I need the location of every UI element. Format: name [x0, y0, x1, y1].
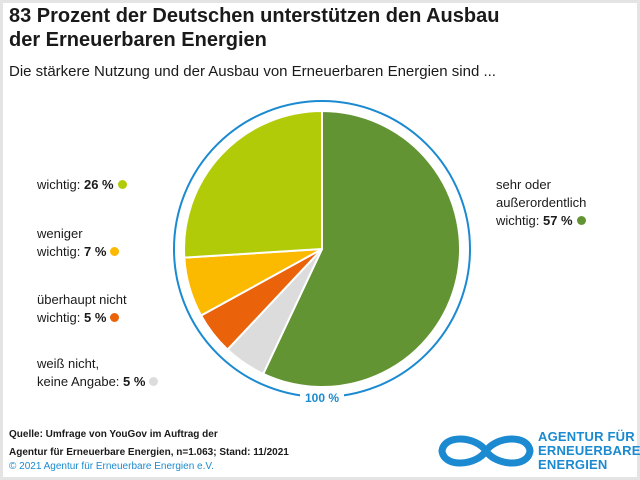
- label-sehr-wichtig: sehr oder außerordentlich wichtig: 57 %: [496, 176, 586, 230]
- title-line-2: der Erneuerbaren Energien: [9, 29, 267, 51]
- label-wichtig-text: wichtig:: [37, 177, 81, 192]
- infinity-icon: [438, 435, 534, 467]
- logo-line-3: ENERGIEN: [538, 457, 608, 472]
- label-ueberhaupt-value: 5 %: [83, 310, 107, 325]
- source-line-2: Agentur für Erneuerbare Energien, n=1.06…: [9, 447, 289, 458]
- label-weiss-line2: keine Angabe:: [37, 374, 120, 389]
- legend-dot-wichtig: [117, 180, 127, 189]
- label-wichtig-value: 26 %: [83, 177, 114, 192]
- copyright: © 2021 Agentur für Erneuerbare Energien …: [9, 461, 214, 472]
- label-weniger-line1: weniger: [37, 226, 83, 241]
- legend-dot-ueberhaupt: [110, 313, 120, 322]
- logo-line-1: AGENTUR FÜR: [538, 429, 635, 444]
- chart-title: 83 Prozent der Deutschen unterstützen de…: [9, 4, 629, 52]
- total-label: 100 %: [305, 391, 339, 405]
- total-label-bg: [300, 389, 344, 405]
- pie-slice-4: [183, 110, 323, 259]
- aee-logo: AGENTUR FÜR ERNEUERBARE ENERGIEN: [436, 428, 640, 474]
- label-wichtig: wichtig: 26 %: [37, 176, 127, 194]
- label-sehr-line3: wichtig:: [496, 213, 540, 228]
- label-ueberhaupt-nicht: überhaupt nicht wichtig: 5 %: [37, 291, 127, 327]
- label-weiss-line1: weiß nicht,: [37, 356, 100, 371]
- legend-dot-weniger: [110, 247, 120, 256]
- label-weniger-line2: wichtig:: [37, 244, 81, 259]
- logo-line-2: ERNEUERBARE: [538, 443, 640, 458]
- label-weiss-value: 5 %: [123, 374, 146, 389]
- label-weniger-value: 7 %: [83, 244, 107, 259]
- label-ueberhaupt-line2: wichtig:: [37, 310, 81, 325]
- title-line-1: 83 Prozent der Deutschen unterstützen de…: [9, 5, 500, 27]
- logo-text: AGENTUR FÜR ERNEUERBARE ENERGIEN: [538, 430, 640, 472]
- label-sehr-line1: sehr oder: [496, 177, 551, 192]
- label-sehr-line2: außerordentlich: [496, 195, 587, 210]
- legend-dot-sehr: [576, 216, 586, 225]
- label-sehr-value: 57 %: [542, 213, 573, 228]
- chart-subtitle: Die stärkere Nutzung und der Ausbau von …: [9, 63, 496, 80]
- source-note: Quelle: Umfrage von YouGov im Auftrag de…: [9, 426, 289, 462]
- source-line-1: Quelle: Umfrage von YouGov im Auftrag de…: [9, 429, 218, 440]
- label-weniger-wichtig: weniger wichtig: 7 %: [37, 225, 120, 261]
- legend-dot-weiss: [149, 377, 159, 386]
- label-ueberhaupt-line1: überhaupt nicht: [37, 292, 127, 307]
- pie-slice-0: [262, 110, 461, 388]
- label-weiss-nicht: weiß nicht, keine Angabe: 5 %: [37, 355, 159, 391]
